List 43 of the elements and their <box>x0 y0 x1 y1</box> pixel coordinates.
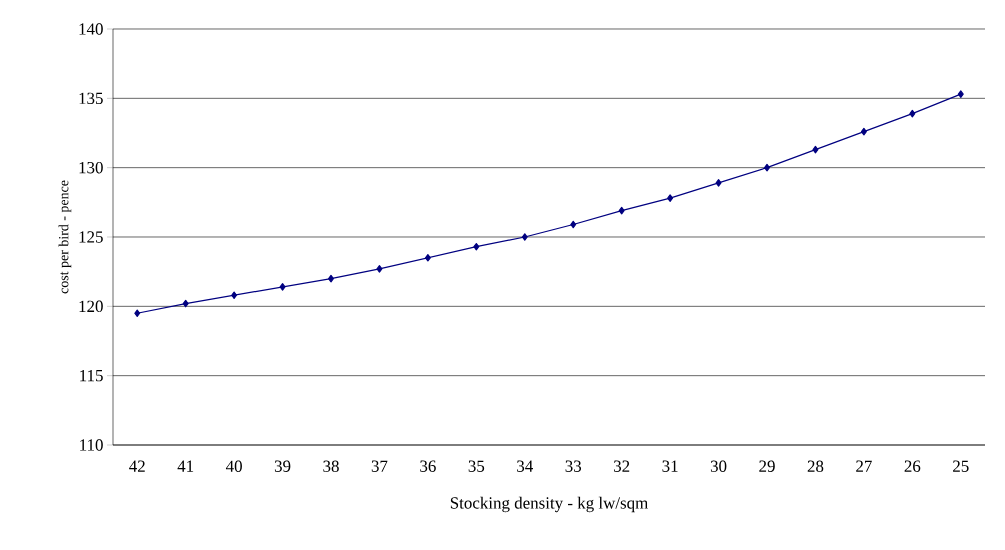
point <box>279 283 286 291</box>
x-tick-label: 32 <box>614 460 630 472</box>
x-tick-label: 27 <box>856 460 872 472</box>
point <box>134 309 141 318</box>
point <box>521 233 528 241</box>
x-tick-label: 39 <box>274 460 291 472</box>
x-tick-label: 36 <box>420 460 436 472</box>
y-axis-title: cost per bird - pence <box>58 180 72 294</box>
x-tick-label: 28 <box>807 460 824 472</box>
point <box>812 145 819 154</box>
y-tick-label: 125 <box>79 231 103 243</box>
x-tick-label: 25 <box>953 460 969 472</box>
x-tick-label: 41 <box>177 460 194 472</box>
point <box>618 206 625 215</box>
point <box>424 254 431 262</box>
x-tick-label: 29 <box>759 460 775 472</box>
y-tick-label: 110 <box>80 439 103 451</box>
x-axis-title: Stocking density - kg lw/sqm <box>450 496 649 513</box>
x-tick-label: 33 <box>565 460 582 472</box>
x-tick-label: 26 <box>904 460 921 472</box>
x-tick-label: 31 <box>662 460 678 472</box>
point <box>570 220 577 229</box>
x-tick-label: 38 <box>323 460 339 472</box>
point <box>182 299 189 308</box>
x-tick-label: 37 <box>371 460 388 472</box>
point <box>231 291 238 300</box>
point <box>473 242 480 251</box>
y-tick-label: 120 <box>79 300 103 313</box>
point <box>957 90 964 98</box>
point <box>909 109 916 118</box>
y-tick-label: 140 <box>79 23 103 35</box>
x-tick-label: 35 <box>468 460 485 472</box>
point <box>376 265 383 273</box>
y-tick-label: 115 <box>80 369 103 382</box>
y-tick-label: 130 <box>79 161 103 174</box>
point <box>667 194 674 202</box>
point <box>715 179 722 187</box>
point <box>860 127 867 136</box>
x-tick-label: 30 <box>710 460 727 472</box>
x-tick-label: 42 <box>129 460 145 472</box>
y-tick-label: 135 <box>79 92 103 105</box>
x-tick-label: 40 <box>225 460 242 472</box>
x-tick-label: 34 <box>517 460 533 472</box>
